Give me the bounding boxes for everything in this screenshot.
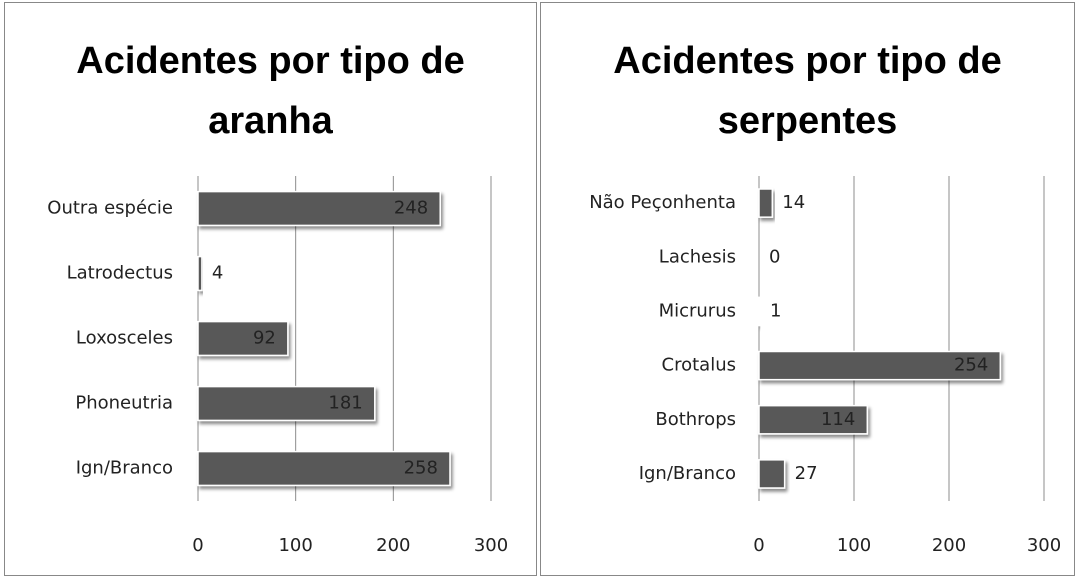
y-tick-label: Loxosceles [76, 328, 173, 349]
chart-title: Acidentes por tipo de aranha [76, 40, 465, 142]
y-tick-label: Micrurus [659, 300, 736, 321]
chart-panel: Acidentes por tipo de aranha 0 100 200 300 Ou… [4, 2, 537, 576]
bar [197, 385, 376, 422]
y-tick-label: Latrodectus [67, 263, 173, 284]
value-label: 92 [253, 328, 276, 349]
y-tick-label: Ign/Branco [76, 458, 173, 479]
value-label: 1 [770, 300, 781, 321]
bar [758, 188, 774, 218]
value-label: 254 [954, 355, 988, 376]
x-tick-label: 300 [1027, 535, 1061, 556]
value-label: 114 [821, 409, 855, 430]
x-tick-label: 300 [474, 535, 508, 556]
bar [758, 404, 869, 435]
x-tick-label: 0 [753, 535, 764, 556]
value-label: 258 [404, 458, 438, 479]
bar [197, 190, 441, 227]
x-tick-label: 100 [278, 535, 312, 556]
chart-panel: Acidentes por tipo de serpentes 0 100 200 30… [540, 2, 1075, 576]
y-tick-label: Lachesis [659, 246, 736, 267]
y-tick-label: Ign/Branco [639, 463, 736, 484]
bar [197, 320, 289, 357]
bar [197, 255, 203, 292]
bar [758, 296, 761, 327]
bar [197, 450, 451, 487]
x-tick-label: 100 [837, 535, 871, 556]
value-label: 0 [769, 246, 780, 267]
y-tick-label: Não Peçonhenta [589, 192, 736, 213]
value-label: 181 [328, 393, 362, 414]
value-label: 4 [212, 263, 223, 284]
value-label: 27 [795, 463, 818, 484]
chart: 0 100 200 300 Outra espécie 248 Latrodectus 4 Lo… [47, 176, 508, 556]
bar [758, 459, 786, 489]
value-label: 248 [394, 198, 428, 219]
x-tick-label: 200 [932, 535, 966, 556]
x-tick-label: 0 [192, 535, 203, 556]
x-tick-label: 200 [376, 535, 410, 556]
y-tick-label: Phoneutria [75, 393, 173, 414]
y-tick-label: Bothrops [655, 409, 736, 430]
chart-title: Acidentes por tipo de serpentes [613, 40, 1002, 142]
chart: 0 100 200 300 Não Peçonhenta 14 Lachesis 0 Micru… [589, 176, 1061, 556]
value-label: 14 [782, 192, 805, 213]
bar [758, 350, 1002, 381]
y-tick-label: Crotalus [662, 355, 736, 376]
y-tick-label: Outra espécie [47, 198, 173, 219]
